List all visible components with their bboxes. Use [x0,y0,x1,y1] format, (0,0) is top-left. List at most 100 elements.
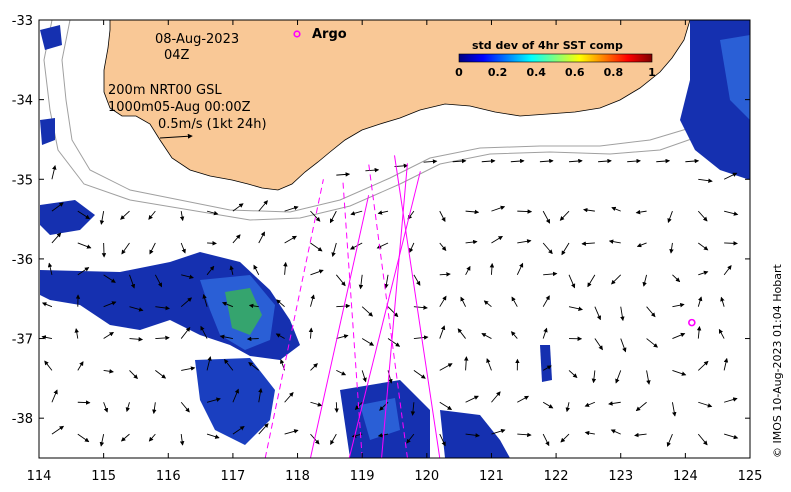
current-arrow [620,306,625,322]
colorbar-tick-label: 1 [648,66,656,79]
scale-label: 0.5m/s (1kt 24h) [158,117,267,132]
current-arrow [615,370,622,384]
current-arrow [465,265,471,276]
current-arrow [232,203,244,212]
current-arrow [561,242,570,256]
current-arrow [224,359,234,371]
current-arrow [120,210,130,220]
current-arrow [331,242,337,258]
current-arrow [542,327,548,339]
argo-legend-icon [293,30,301,38]
colorbar-tick-label: 0.4 [526,66,546,79]
y-tick-label: -37 [12,333,33,348]
current-arrow [334,402,339,413]
current-arrow [335,274,346,287]
current-arrow [516,262,524,276]
current-arrow [41,335,53,340]
current-arrow [41,302,53,308]
current-arrow [103,301,117,308]
x-tick-label: 122 [544,469,569,484]
current-arrow [491,428,506,435]
current-arrow [284,205,299,212]
current-arrow [656,158,671,164]
y-axis: -33 -34 -35 -36 -37 -38 [12,14,750,427]
current-arrow [483,300,492,308]
current-arrow [155,335,170,341]
current-arrow [310,294,315,307]
current-arrow [517,239,532,244]
x-tick-label: 119 [350,469,375,484]
current-arrow [463,356,469,371]
bathymetry-200m [61,20,721,213]
current-arrow [410,402,416,416]
current-arrow [542,433,550,447]
current-arrow [517,432,532,438]
current-arrow [51,232,62,244]
current-arrow [542,401,554,409]
current-arrow [581,241,595,246]
current-arrow [672,369,687,376]
current-arrow [598,158,612,164]
current-arrow [275,333,285,339]
plot-frame [38,19,751,459]
current-arrow [723,172,738,180]
y-tick-label: -38 [12,412,33,427]
current-arrow [181,274,194,280]
current-arrow [219,334,233,340]
current-arrow [232,234,241,244]
current-arrow [486,358,492,371]
current-arrow [698,242,709,251]
current-arrow [646,370,651,385]
current-arrow [181,366,196,371]
current-arrow [51,389,58,403]
current-arrow [560,433,570,443]
current-arrow [457,328,466,339]
current-arrow [336,334,349,339]
current-arrow [517,395,530,403]
current-arrow [439,295,447,307]
x-tick-label: 118 [285,469,310,484]
current-arrow [539,158,554,164]
current-arrow [155,305,170,311]
argo-legend-label: Argo [312,27,347,42]
current-arrow [361,338,375,346]
current-arrow [465,239,478,245]
current-arrow [608,401,621,406]
y-tick-label: -33 [12,14,33,29]
current-arrow [129,337,144,342]
current-arrow [358,274,364,290]
current-arrow [409,242,415,253]
current-arrow [336,369,347,376]
current-arrow [720,296,725,307]
current-arrow [439,363,453,371]
current-arrow [517,209,533,214]
depth-line-1: 200m NRT00 GSL [108,83,222,98]
current-arrow [377,210,389,215]
current-arrow [724,397,738,403]
current-arrow [646,338,658,348]
current-arrow [229,265,234,275]
current-arrow [77,242,92,249]
colorbar-title: std dev of 4hr SST comp [472,39,623,52]
current-arrow [608,239,621,244]
current-arrow [180,297,193,308]
current-arrow [310,363,318,371]
current-arrow [583,207,595,213]
credit-label: © IMOS 10-Aug-2023 01:04 Hobart [771,264,784,458]
current-arrow [365,167,380,173]
current-arrow [349,242,363,250]
current-arrow [452,158,467,164]
x-tick-label: 117 [220,469,245,484]
colorbar [458,53,653,63]
current-arrow [697,210,708,222]
current-arrow [413,305,428,310]
x-tick-label: 115 [91,469,116,484]
current-arrow [413,335,429,340]
current-arrow [310,269,324,276]
current-arrow [667,210,673,223]
current-arrow [511,296,518,307]
current-arrow [413,274,421,286]
current-arrow [413,370,426,379]
current-arrow [610,429,621,435]
current-arrow [696,325,702,339]
